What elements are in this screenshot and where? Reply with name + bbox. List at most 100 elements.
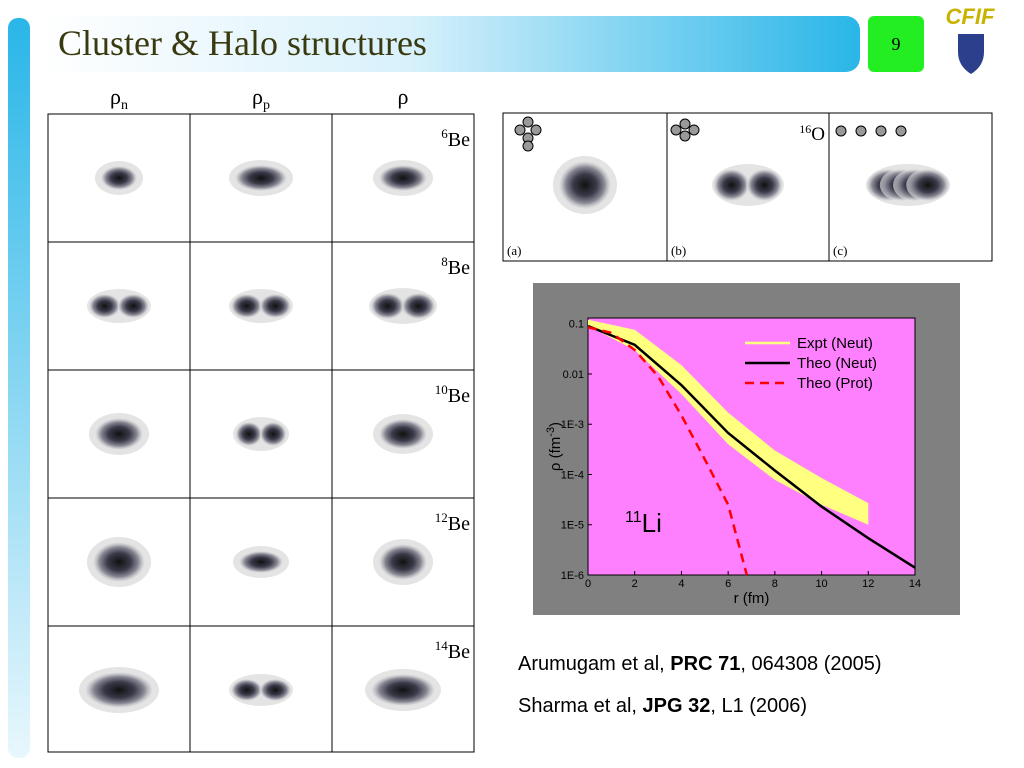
mass-number: 6: [441, 126, 448, 141]
column-header: ρ: [398, 84, 409, 109]
page-number: 9: [892, 34, 901, 54]
element: Be: [448, 257, 470, 279]
density-blob: [259, 679, 291, 701]
density-blob: [906, 169, 950, 201]
density-blob: [89, 294, 121, 318]
alpha-icon: [895, 125, 907, 137]
citation: , L1 (2006): [710, 695, 807, 717]
side-stripe: [8, 18, 30, 758]
column-header: ρp: [252, 84, 270, 113]
alpha-icon: [875, 125, 887, 137]
nucleus-label: 8Be: [441, 254, 470, 279]
x-tick-label: 12: [862, 578, 874, 590]
x-tick-label: 8: [772, 578, 778, 590]
y-tick-label: 0.1: [569, 319, 584, 331]
nucleus-label: 16O: [799, 122, 825, 145]
panel-label: (b): [671, 243, 686, 258]
x-tick-label: 14: [909, 578, 921, 590]
element: Be: [448, 513, 470, 535]
alpha-icon: [530, 124, 542, 136]
panel-label: (a): [507, 243, 521, 258]
element: Be: [448, 641, 470, 663]
subscript: p: [263, 98, 270, 113]
series-line: [587, 326, 749, 576]
page-box: [868, 16, 924, 72]
density-blob: [746, 169, 783, 201]
density-blob: [401, 293, 436, 319]
mass-number: 10: [435, 382, 448, 397]
expt-band: [588, 319, 869, 525]
x-tick-label: 2: [632, 578, 638, 590]
journal: JPG 32: [643, 695, 711, 717]
nucleus-label: 12Be: [435, 510, 470, 535]
panel-label: (c): [833, 243, 847, 258]
alpha-icon: [514, 124, 526, 136]
density-blob: [235, 165, 287, 191]
nucleus-label: 10Be: [435, 382, 470, 407]
logo-shield: [958, 34, 984, 74]
x-tick-label: 4: [678, 578, 684, 590]
element: Be: [448, 129, 470, 151]
alpha-icon: [522, 140, 534, 152]
reference: Sharma et al, JPG 32, L1 (2006): [518, 695, 807, 717]
alpha-icon: [679, 130, 691, 142]
references: Arumugam et al, PRC 71, 064308 (2005) Sha…: [518, 653, 882, 717]
legend-label: Theo (Prot): [797, 375, 873, 392]
density-blob: [231, 679, 263, 701]
density-blob: [101, 166, 137, 190]
y-tick-label: 0.01: [563, 369, 584, 381]
alpha-icon: [522, 116, 534, 128]
element: O: [811, 124, 825, 145]
density-blob: [371, 674, 435, 706]
x-tick-label: 10: [815, 578, 827, 590]
density-blob: [559, 161, 611, 209]
alpha-icon: [688, 124, 700, 136]
slide-title: Cluster & Halo structures: [58, 23, 427, 63]
oxygen-panels: (a) (b) (c) 16O: [502, 112, 993, 262]
label-sup: -3: [545, 427, 557, 437]
logo-text: CFIF: [946, 4, 995, 29]
x-tick-label: 6: [725, 578, 731, 590]
density-blob: [117, 294, 149, 318]
column-header: ρn: [110, 84, 128, 113]
reference: Arumugam et al, PRC 71, 064308 (2005): [518, 653, 882, 675]
alpha-icon: [855, 125, 867, 137]
element: Be: [448, 385, 470, 407]
authors: Sharma et al,: [518, 695, 643, 717]
density-blob: [713, 169, 750, 201]
journal: PRC 71: [670, 653, 740, 675]
label-end: ): [547, 422, 564, 427]
y-tick-label: 1E-4: [561, 469, 584, 481]
mass-number: 8: [441, 254, 448, 269]
density-blob: [93, 542, 145, 582]
density-blob: [379, 544, 427, 580]
legend-label: Expt (Neut): [797, 335, 873, 352]
density-blob: [231, 294, 263, 318]
title-bar: [40, 16, 860, 72]
mass-number: 11: [625, 509, 642, 526]
x-tick-label: 0: [585, 578, 591, 590]
legend-label: Theo (Neut): [797, 355, 877, 372]
density-blob: [85, 672, 153, 708]
symbol: ρ: [398, 84, 409, 109]
y-tick-label: 1E-3: [561, 419, 584, 431]
y-axis-label: ρ (fm-3): [545, 422, 564, 471]
density-blob: [379, 165, 427, 191]
subscript: n: [121, 98, 128, 113]
nucleus-label: 6Be: [441, 126, 470, 151]
citation: , 064308 (2005): [740, 653, 881, 675]
density-blob: [95, 418, 143, 450]
chart: 0 2 4 6 8 10 12 14 0.1 0.01 1E-3 1E-4 1E-5 1E-6 r (fm)…: [533, 283, 960, 615]
density-blob: [235, 422, 263, 446]
x-axis-label: r (fm): [734, 590, 770, 607]
nucleus-label: 14Be: [435, 638, 470, 663]
y-tick-label: 1E-5: [561, 520, 584, 532]
alpha-icon: [679, 118, 691, 130]
symbol: ρ: [110, 84, 121, 109]
density-blob: [370, 293, 405, 319]
y-tick-label: 1E-6: [561, 570, 584, 582]
mass-number: 16: [799, 122, 811, 136]
